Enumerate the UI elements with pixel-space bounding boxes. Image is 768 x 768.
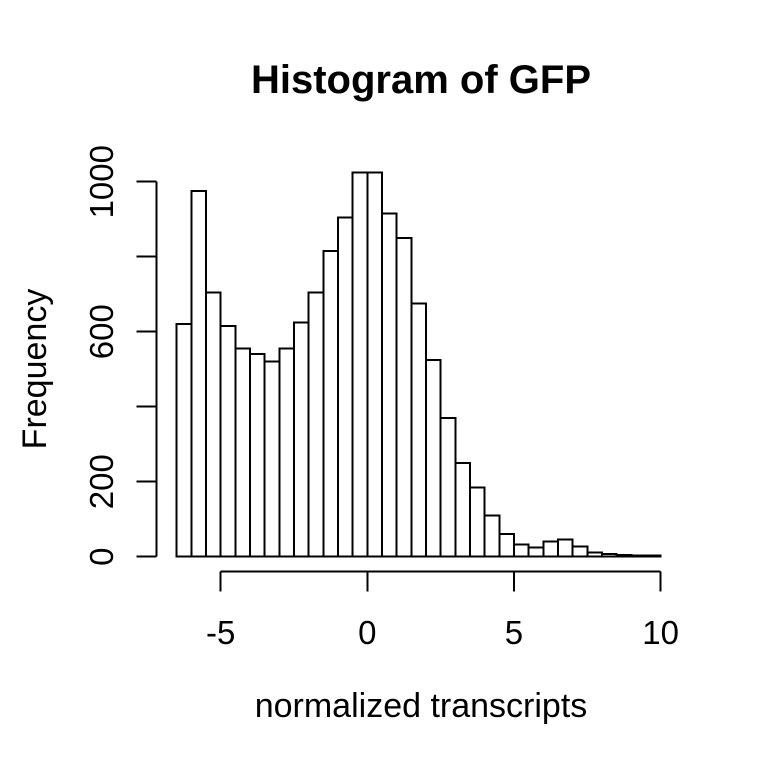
histogram-bar [322, 250, 339, 558]
x-axis-label: normalized transcripts [255, 687, 588, 725]
y-axis-label: Frequency [16, 289, 54, 450]
histogram-bar [366, 171, 383, 558]
y-axis: 0 200 600 1000 [83, 145, 158, 566]
histogram-bar [615, 554, 633, 558]
bars-group [175, 171, 662, 558]
y-tick-label: 200 [83, 454, 120, 509]
histogram-bar [454, 461, 471, 558]
histogram-bar [351, 171, 369, 558]
y-tick-label: 1000 [83, 145, 120, 218]
histogram-bar [439, 416, 457, 558]
histogram-bar [204, 291, 222, 558]
x-axis: -5 0 5 10 [206, 570, 679, 651]
histogram-bar [468, 486, 486, 558]
histogram-bar [410, 302, 427, 558]
histogram-bar [234, 347, 251, 558]
histogram-bar [483, 514, 501, 558]
histogram-bar [307, 291, 325, 558]
histogram-bar [424, 358, 442, 558]
histogram-bar [336, 216, 354, 558]
histogram-bar [175, 323, 193, 558]
histogram-bar [395, 236, 413, 558]
y-tick-label: 600 [83, 304, 120, 359]
x-tick-label: -5 [206, 614, 235, 651]
histogram-bar [644, 554, 662, 558]
histogram-bar [600, 553, 618, 558]
histogram-bar [292, 321, 310, 558]
x-tick-label: 0 [358, 614, 376, 651]
histogram-bar [527, 546, 545, 558]
histogram-bar [380, 212, 398, 558]
chart-title: Histogram of GFP [251, 58, 591, 102]
histogram-bar [498, 533, 515, 558]
histogram-bar [586, 551, 603, 558]
histogram-bar [263, 360, 281, 558]
x-tick-label: 10 [642, 614, 679, 651]
histogram-bar [219, 325, 237, 558]
histogram-bar [542, 540, 559, 558]
histogram-bar [556, 538, 574, 558]
histogram-bar [630, 554, 647, 558]
histogram-bar [248, 353, 266, 558]
histogram-bar [190, 190, 207, 558]
x-tick-label: 5 [505, 614, 523, 651]
histogram-bar [571, 545, 589, 558]
y-tick-label: 0 [83, 548, 120, 566]
histogram-bar [512, 543, 530, 558]
histogram-bar [278, 347, 295, 558]
